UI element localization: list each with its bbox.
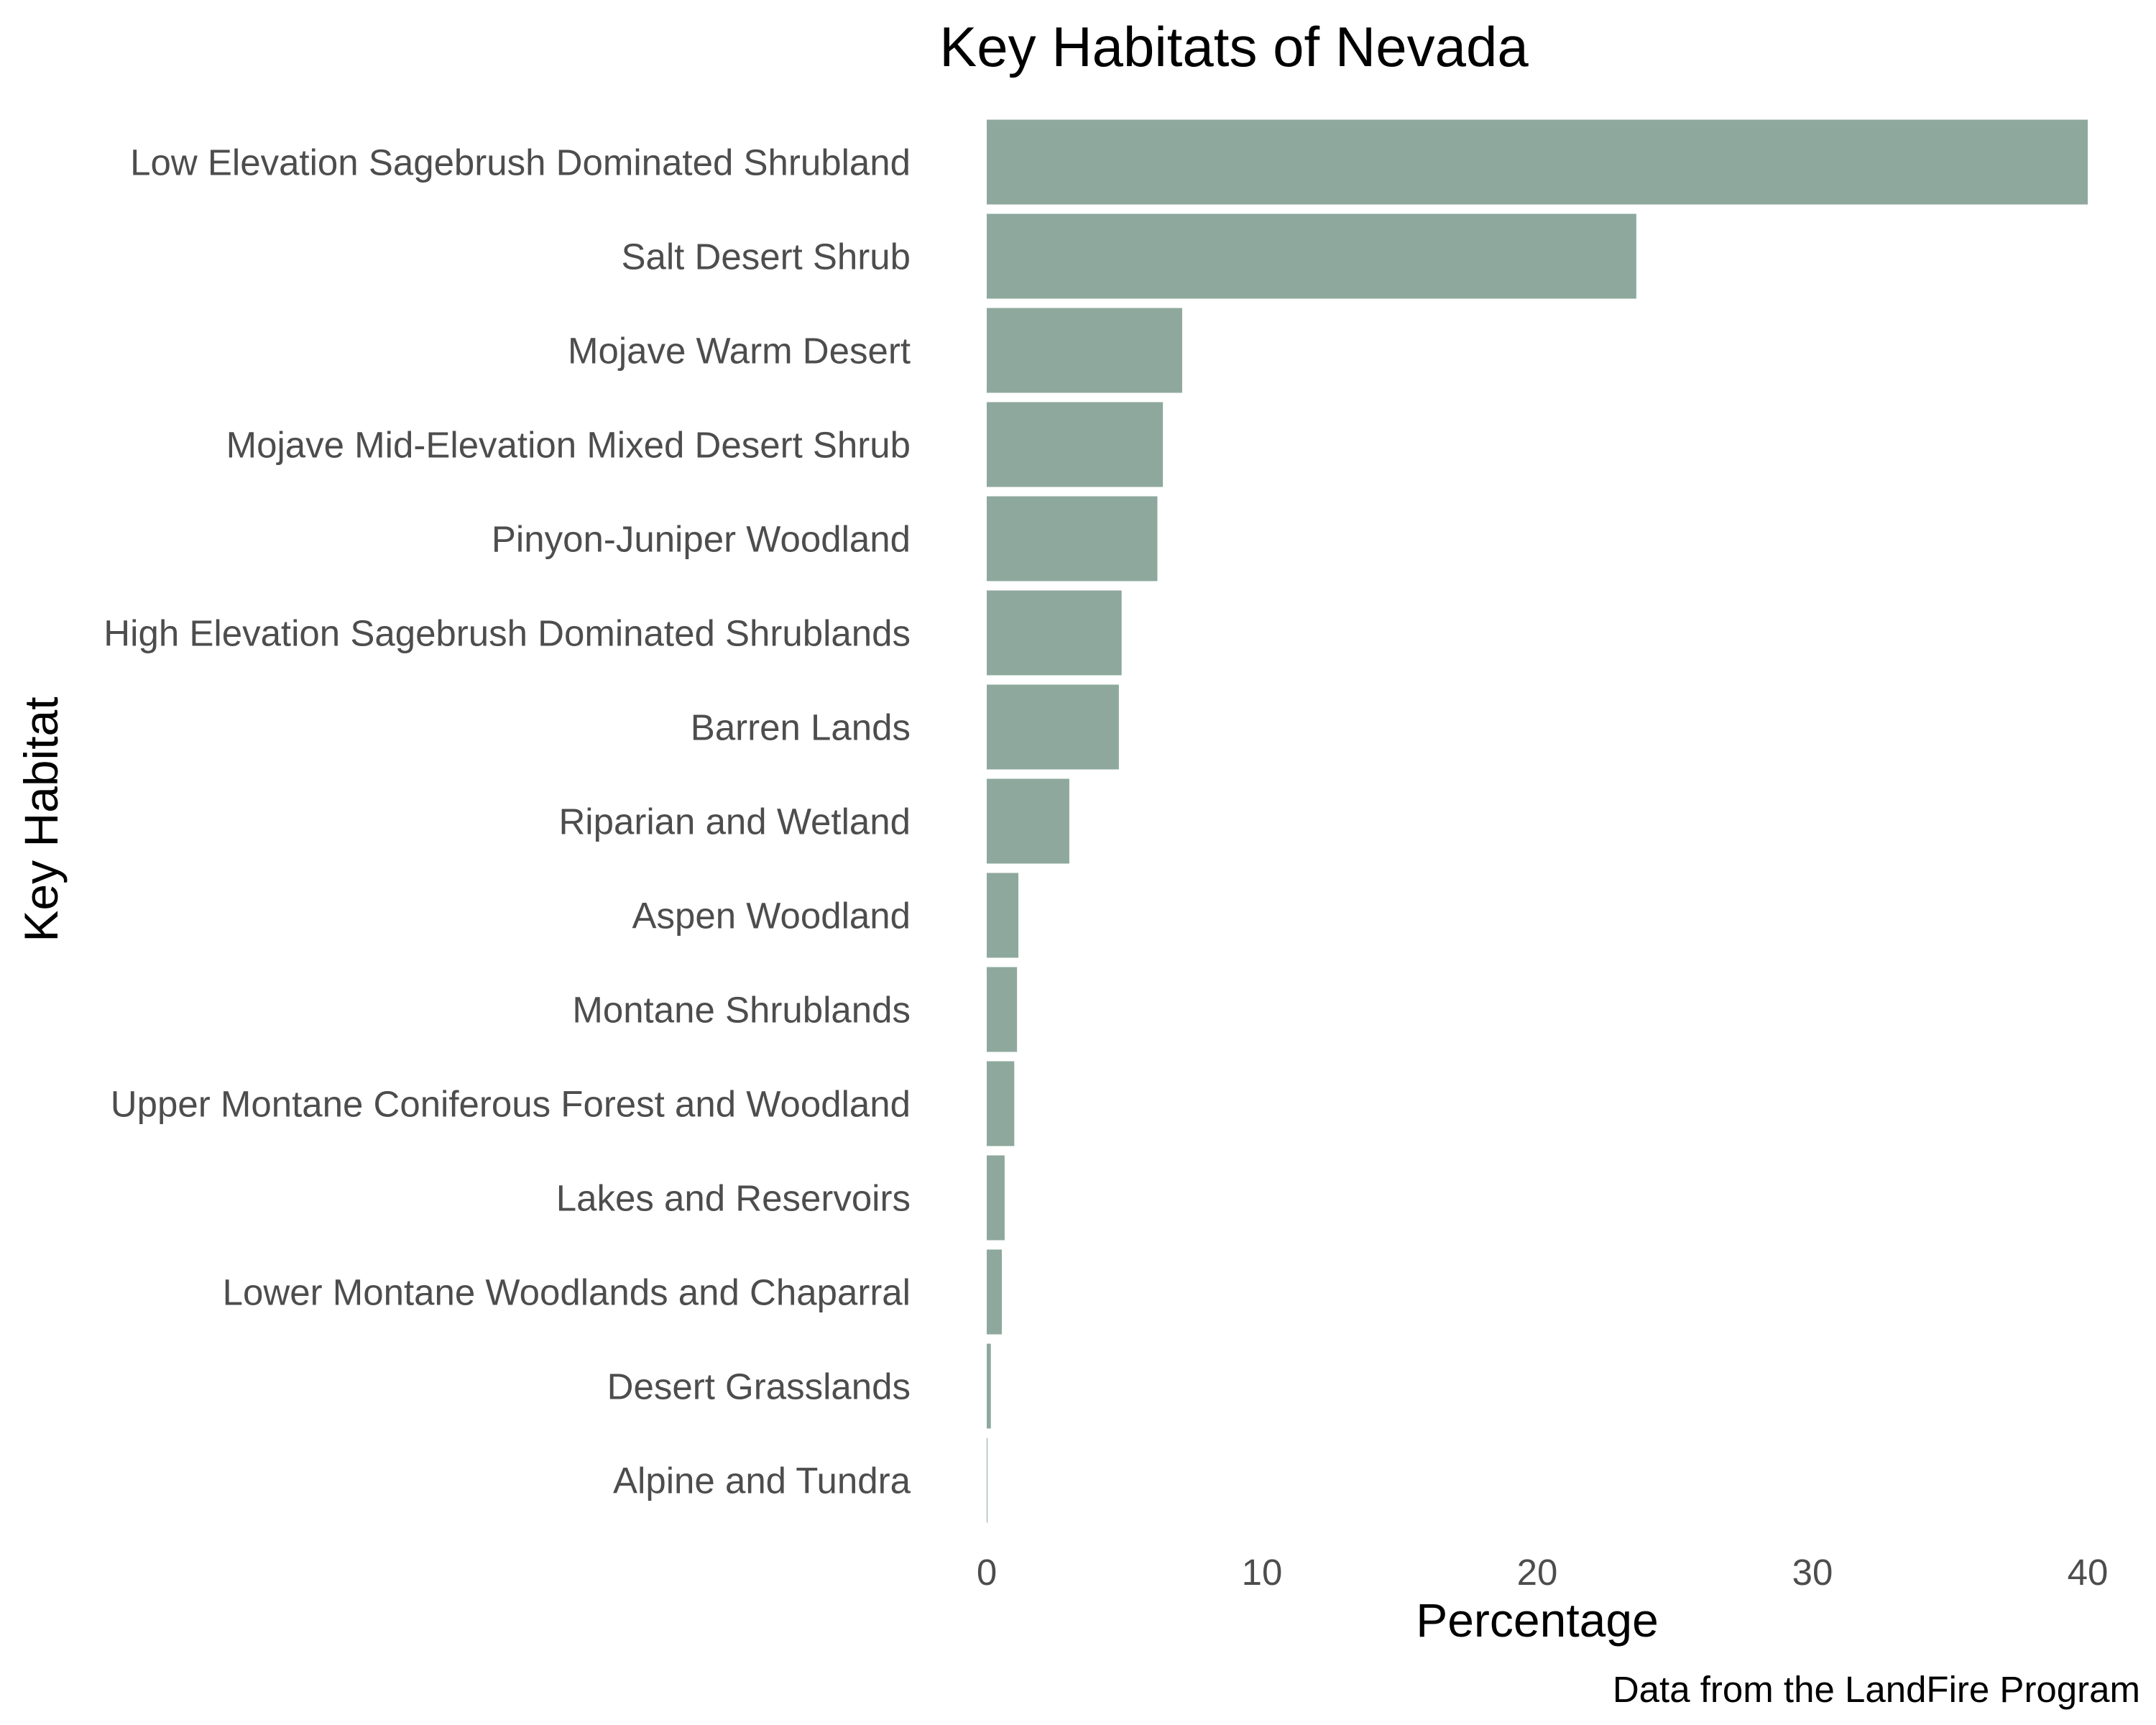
x-tick-label: 20 bbox=[1517, 1552, 1558, 1593]
bar bbox=[987, 1249, 1003, 1335]
category-label: Montane Shrublands bbox=[572, 990, 911, 1031]
category-label: Barren Lands bbox=[691, 707, 911, 748]
x-tick-label: 0 bbox=[977, 1552, 997, 1593]
category-label: Lakes and Reservoirs bbox=[556, 1178, 911, 1219]
bars-group bbox=[987, 119, 2088, 1523]
bar bbox=[987, 119, 2088, 205]
x-tick-label: 30 bbox=[1792, 1552, 1833, 1593]
bar bbox=[987, 1061, 1015, 1146]
bar bbox=[987, 496, 1158, 581]
category-label: Low Elevation Sagebrush Dominated Shrubl… bbox=[130, 142, 911, 183]
bar bbox=[987, 1343, 991, 1429]
category-label: Desert Grasslands bbox=[607, 1366, 911, 1407]
bar bbox=[987, 684, 1119, 770]
bar bbox=[987, 213, 1636, 299]
x-tick-label: 10 bbox=[1242, 1552, 1283, 1593]
y-axis-title: Key Habitat bbox=[14, 696, 68, 942]
category-labels-group: Low Elevation Sagebrush Dominated Shrubl… bbox=[103, 142, 911, 1501]
bar bbox=[987, 778, 1069, 864]
category-label: Aspen Woodland bbox=[632, 896, 911, 937]
x-tick-label: 40 bbox=[2068, 1552, 2109, 1593]
chart-title: Key Habitats of Nevada bbox=[939, 15, 1529, 78]
bar bbox=[987, 1155, 1005, 1241]
category-label: Alpine and Tundra bbox=[613, 1460, 911, 1501]
bar bbox=[987, 402, 1164, 487]
category-label: Mojave Mid-Elevation Mixed Desert Shrub bbox=[226, 425, 911, 466]
x-axis-title: Percentage bbox=[1416, 1593, 1659, 1647]
bar bbox=[987, 967, 1018, 1052]
x-tick-labels-group: 0 10 20 30 40 bbox=[977, 1552, 2109, 1593]
category-label: High Elevation Sagebrush Dominated Shrub… bbox=[103, 613, 911, 654]
category-label: Salt Desert Shrub bbox=[621, 236, 911, 277]
category-label: Riparian and Wetland bbox=[558, 801, 911, 842]
bar bbox=[987, 308, 1182, 393]
category-label: Upper Montane Coniferous Forest and Wood… bbox=[111, 1084, 911, 1125]
bar bbox=[987, 873, 1019, 958]
bar bbox=[987, 590, 1122, 676]
category-label: Mojave Warm Desert bbox=[568, 331, 911, 372]
category-label: Pinyon-Juniper Woodland bbox=[492, 519, 911, 560]
category-label: Lower Montane Woodlands and Chaparral bbox=[223, 1272, 911, 1313]
caption: Data from the LandFire Program bbox=[1613, 1669, 2140, 1710]
